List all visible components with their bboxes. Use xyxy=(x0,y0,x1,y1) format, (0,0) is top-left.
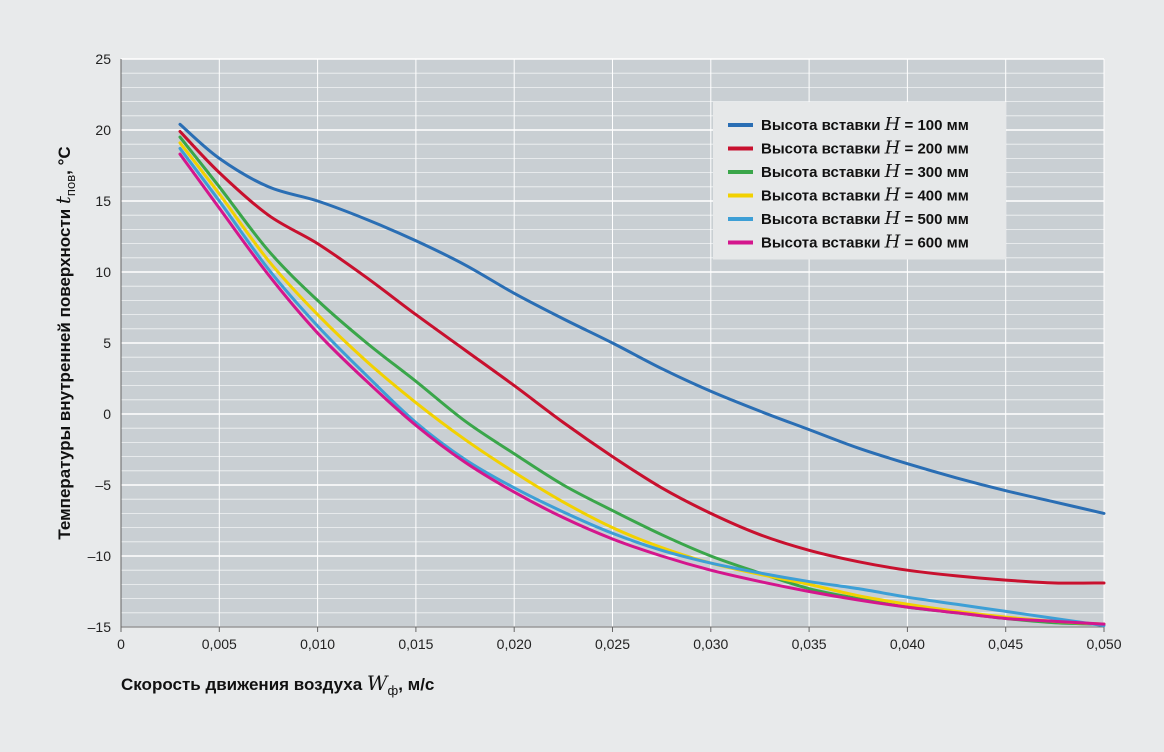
y-tick-label: 10 xyxy=(95,264,111,280)
y-tick-label: 25 xyxy=(95,51,111,67)
series-lines xyxy=(178,122,1106,628)
series-line-5 xyxy=(178,146,1106,628)
x-tick-label: 0,015 xyxy=(398,636,433,652)
series-line-1 xyxy=(178,122,1106,515)
y-tick-label: 15 xyxy=(95,193,111,209)
y-tick-label: –15 xyxy=(88,619,112,635)
x-tick-label: 0 xyxy=(117,636,125,652)
legend-label-1: Высота вставки H = 100 мм xyxy=(761,114,969,135)
legend: Высота вставки H = 100 мм Высота вставки … xyxy=(713,102,1006,260)
legend-label-6: Высота вставки H = 600 мм xyxy=(761,232,969,253)
y-axis-title: Температуры внутренней поверхности tпов,… xyxy=(51,146,78,539)
x-tick-label: 0,025 xyxy=(595,636,630,652)
x-tick-label: 0,010 xyxy=(300,636,335,652)
legend-label-5: Высота вставки H = 500 мм xyxy=(761,208,969,229)
x-tick-label: 0,030 xyxy=(693,636,728,652)
x-tick-label: 0,050 xyxy=(1086,636,1121,652)
series-line-6 xyxy=(178,152,1106,626)
y-tick-label: –10 xyxy=(88,548,112,564)
y-tick-label: 5 xyxy=(103,335,111,351)
x-tick-label: 0,020 xyxy=(497,636,532,652)
y-tick-label: 0 xyxy=(103,406,111,422)
series-line-2 xyxy=(178,129,1106,585)
series-line-4 xyxy=(178,141,1106,626)
y-tick-label: 20 xyxy=(95,122,111,138)
x-tick-label: 0,045 xyxy=(988,636,1023,652)
y-tick-label: –5 xyxy=(95,477,111,493)
legend-box xyxy=(713,102,1006,260)
legend-label-4: Высота вставки H = 400 мм xyxy=(761,185,969,206)
x-tick-label: 0,040 xyxy=(890,636,925,652)
legend-label-3: Высота вставки H = 300 мм xyxy=(761,161,969,182)
x-axis-title: Скорость движения воздуха Wф, м/с xyxy=(121,671,434,698)
x-tick-label: 0,035 xyxy=(792,636,827,652)
x-tick-label: 0,005 xyxy=(202,636,237,652)
legend-label-2: Высота вставки H = 200 мм xyxy=(761,138,969,159)
